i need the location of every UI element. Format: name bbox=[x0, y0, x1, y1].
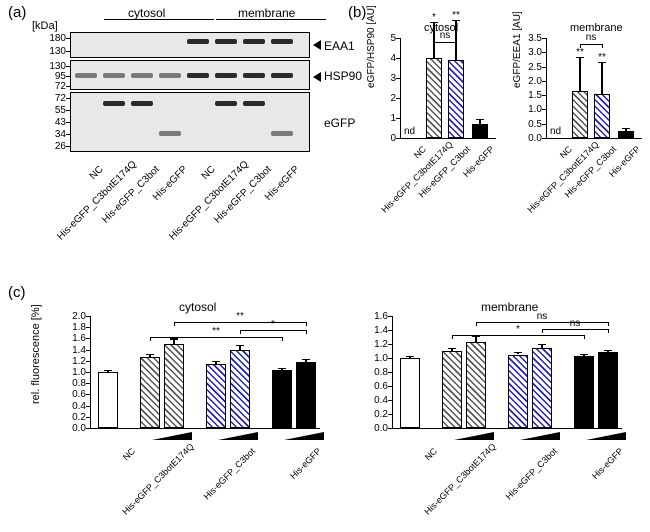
panel-c-ylabel: rel. fluorescence [%] bbox=[30, 304, 42, 404]
panel-c: (c) cytosol0.00.20.40.60.81.01.21.41.61.… bbox=[8, 284, 644, 528]
dose-wedge-icon bbox=[218, 432, 258, 440]
dose-wedge-icon bbox=[284, 432, 324, 440]
bar bbox=[466, 342, 486, 428]
blot-row-HSP90 bbox=[70, 60, 310, 90]
bar bbox=[598, 352, 618, 428]
bar bbox=[230, 350, 250, 428]
bar bbox=[448, 60, 464, 138]
bar bbox=[296, 362, 316, 428]
bar bbox=[206, 364, 226, 428]
blot-row-eGFP bbox=[70, 92, 310, 152]
panel-a: (a) cytosol membrane [kDa] 180130EAA1130… bbox=[8, 4, 338, 254]
header-underline-membrane bbox=[216, 19, 326, 20]
bar bbox=[426, 58, 442, 138]
chart-c-membrane: membrane0.00.20.40.60.81.01.21.41.6NCHis… bbox=[358, 302, 628, 432]
header-cytosol: cytosol bbox=[128, 6, 165, 20]
blot-row-EAA1 bbox=[70, 32, 310, 58]
bar bbox=[140, 357, 160, 428]
header-membrane: membrane bbox=[238, 6, 295, 20]
bar bbox=[508, 355, 528, 429]
bar bbox=[574, 356, 594, 428]
chart-c-cytosol: cytosol0.00.20.40.60.81.01.21.41.61.82.0… bbox=[56, 302, 326, 432]
dose-wedge-icon bbox=[586, 432, 626, 440]
panel-a-label: (a) bbox=[8, 4, 26, 21]
panel-b: (b) cytosol012345eGFP/HSP90 [AU]ndNCHis-… bbox=[348, 4, 644, 234]
header-underline-cytosol bbox=[104, 19, 214, 20]
bar bbox=[572, 91, 588, 138]
bar bbox=[98, 372, 118, 428]
panel-c-label: (c) bbox=[8, 284, 26, 301]
bar bbox=[442, 351, 462, 428]
bar bbox=[472, 124, 488, 138]
panel-b-label: (b) bbox=[348, 4, 366, 21]
bar bbox=[594, 94, 610, 138]
bar bbox=[532, 348, 552, 429]
chart-b-membrane: membrane0.00.51.01.52.02.53.03.5eGFP/EEA… bbox=[516, 22, 646, 142]
dose-wedge-icon bbox=[454, 432, 494, 440]
bar bbox=[272, 370, 292, 428]
bar bbox=[400, 358, 420, 428]
dose-wedge-icon bbox=[520, 432, 560, 440]
bar bbox=[164, 344, 184, 428]
dose-wedge-icon bbox=[152, 432, 192, 440]
bar bbox=[618, 131, 634, 138]
kda-label: [kDa] bbox=[32, 20, 58, 32]
chart-b-cytosol: cytosol012345eGFP/HSP90 [AU]ndNCHis-eGFP… bbox=[370, 22, 500, 142]
